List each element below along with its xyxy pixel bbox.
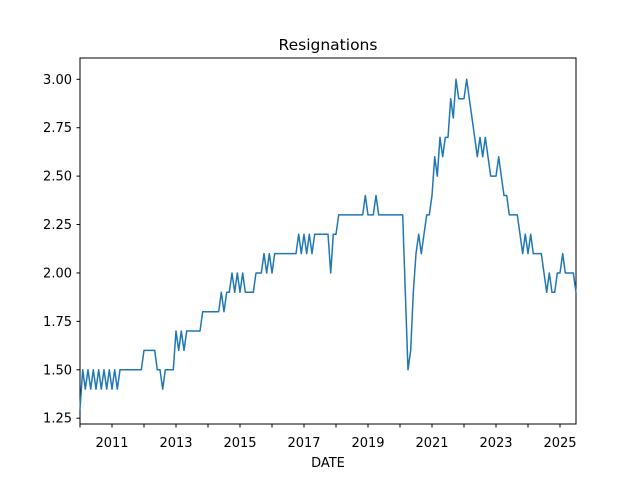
- y-tick-label: 2.50: [43, 170, 72, 185]
- axes-spines: [79, 57, 577, 425]
- y-tick-label: 3.00: [43, 73, 72, 88]
- y-tick-label: 2.25: [43, 218, 72, 233]
- x-tick-label: 2019: [351, 436, 384, 451]
- x-tick-label: 2015: [223, 436, 256, 451]
- x-tick-label: 2021: [415, 436, 448, 451]
- resignations-series-line: [79, 78, 577, 410]
- x-tick-label: 2017: [287, 436, 320, 451]
- plot-area: 2011 2013 2015 2017 2019 2021 2023 2025 1.25 1.50…: [43, 57, 577, 451]
- y-tick-label: 2.00: [43, 266, 72, 281]
- x-axis-title: DATE: [311, 456, 345, 471]
- x-tick-label: 2011: [95, 436, 128, 451]
- x-tick-label: 2025: [543, 436, 576, 451]
- y-tick-label: 1.50: [43, 363, 72, 378]
- x-tick-label: 2023: [479, 436, 512, 451]
- y-tick-label: 2.75: [43, 121, 72, 136]
- chart-title: Resignations: [279, 36, 378, 54]
- y-tick-label: 1.25: [43, 412, 72, 427]
- x-tick-label: 2013: [159, 436, 192, 451]
- y-tick-label: 1.75: [43, 315, 72, 330]
